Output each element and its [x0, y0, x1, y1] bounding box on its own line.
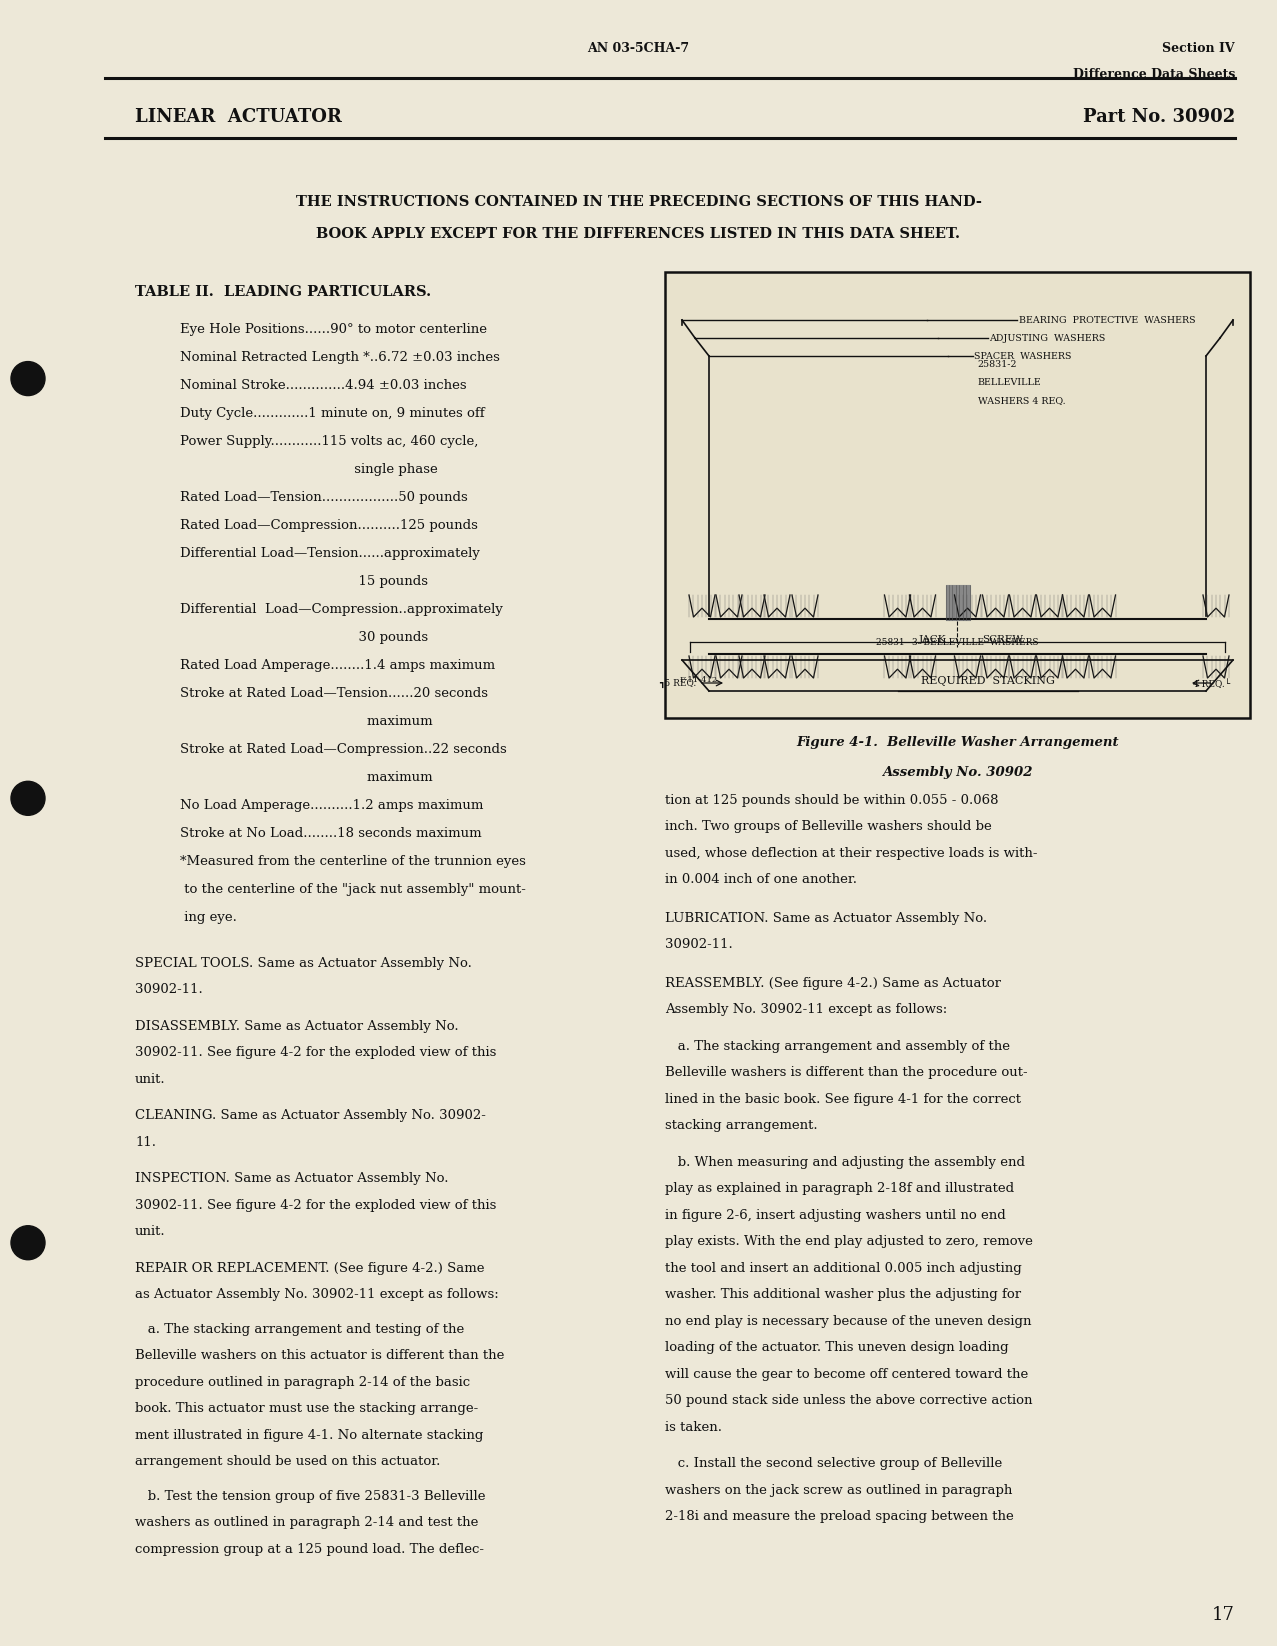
Text: ADJUSTING  WASHERS: ADJUSTING WASHERS	[990, 334, 1106, 342]
Text: 25831-2: 25831-2	[977, 360, 1016, 369]
Text: 4 REQ.└: 4 REQ.└	[1193, 680, 1230, 688]
Text: Part No. 30902: Part No. 30902	[1083, 109, 1235, 127]
Text: washers on the jack screw as outlined in paragraph: washers on the jack screw as outlined in…	[665, 1485, 1013, 1496]
Text: Rated Load—Tension..................50 pounds: Rated Load—Tension..................50 p…	[180, 491, 467, 504]
Text: LINEAR  ACTUATOR: LINEAR ACTUATOR	[135, 109, 342, 127]
Text: 30902-11.: 30902-11.	[135, 984, 203, 996]
Text: BOOK APPLY EXCEPT FOR THE DIFFERENCES LISTED IN THIS DATA SHEET.: BOOK APPLY EXCEPT FOR THE DIFFERENCES LI…	[317, 227, 960, 240]
Text: Power Supply............115 volts ac, 460 cycle,: Power Supply............115 volts ac, 46…	[180, 435, 479, 448]
Bar	[665, 272, 1250, 718]
Text: SPECIAL TOOLS. Same as Actuator Assembly No.: SPECIAL TOOLS. Same as Actuator Assembly…	[135, 956, 472, 969]
Text: 30902-11.: 30902-11.	[665, 938, 733, 951]
Text: to the centerline of the "jack nut assembly" mount-: to the centerline of the "jack nut assem…	[180, 882, 526, 895]
Text: stacking arrangement.: stacking arrangement.	[665, 1119, 817, 1132]
Text: a. The stacking arrangement and assembly of the: a. The stacking arrangement and assembly…	[665, 1040, 1010, 1053]
Text: Nominal Retracted Length *..6.72 ±0.03 inches: Nominal Retracted Length *..6.72 ±0.03 i…	[180, 351, 499, 364]
Text: JACK: JACK	[918, 635, 946, 644]
Text: 11.: 11.	[135, 1136, 156, 1149]
Text: No Load Amperage..........1.2 amps maximum: No Load Amperage..........1.2 amps maxim…	[180, 798, 484, 811]
Text: washer. This additional washer plus the adjusting for: washer. This additional washer plus the …	[665, 1289, 1022, 1302]
Text: Assembly No. 30902: Assembly No. 30902	[882, 765, 1033, 779]
Text: Difference Data Sheets: Difference Data Sheets	[1073, 67, 1235, 81]
Text: THE INSTRUCTIONS CONTAINED IN THE PRECEDING SECTIONS OF THIS HAND-: THE INSTRUCTIONS CONTAINED IN THE PRECED…	[295, 194, 982, 209]
Text: Nominal Stroke..............4.94 ±0.03 inches: Nominal Stroke..............4.94 ±0.03 i…	[180, 379, 466, 392]
Text: Stroke at Rated Load—Compression..22 seconds: Stroke at Rated Load—Compression..22 sec…	[180, 742, 507, 756]
Text: play exists. With the end play adjusted to zero, remove: play exists. With the end play adjusted …	[665, 1236, 1033, 1249]
Text: will cause the gear to become off centered toward the: will cause the gear to become off center…	[665, 1368, 1028, 1381]
Text: ment illustrated in figure 4-1. No alternate stacking: ment illustrated in figure 4-1. No alter…	[135, 1429, 484, 1442]
Text: 25831– 3  BELLEVILLE  WASHERS: 25831– 3 BELLEVILLE WASHERS	[876, 639, 1038, 647]
Text: tion at 125 pounds should be within 0.055 - 0.068: tion at 125 pounds should be within 0.05…	[665, 793, 999, 807]
Text: arrangement should be used on this actuator.: arrangement should be used on this actua…	[135, 1455, 441, 1468]
Text: is taken.: is taken.	[665, 1420, 722, 1434]
Text: play as explained in paragraph 2-18f and illustrated: play as explained in paragraph 2-18f and…	[665, 1182, 1014, 1195]
Circle shape	[11, 782, 45, 815]
Text: b. Test the tension group of five 25831-3 Belleville: b. Test the tension group of five 25831-…	[135, 1490, 485, 1503]
Text: 30 pounds: 30 pounds	[180, 630, 428, 644]
Text: maximum: maximum	[180, 714, 433, 728]
Text: F-11-412: F-11-412	[679, 677, 718, 685]
Text: TABLE II.  LEADING PARTICULARS.: TABLE II. LEADING PARTICULARS.	[135, 285, 432, 300]
Text: inch. Two groups of Belleville washers should be: inch. Two groups of Belleville washers s…	[665, 820, 992, 833]
Text: Assembly No. 30902-11 except as follows:: Assembly No. 30902-11 except as follows:	[665, 1004, 948, 1017]
Text: book. This actuator must use the stacking arrange-: book. This actuator must use the stackin…	[135, 1402, 479, 1416]
Text: ing eye.: ing eye.	[180, 910, 236, 923]
Text: WASHERS 4 REQ.: WASHERS 4 REQ.	[977, 397, 1065, 405]
Text: BELLEVILLE: BELLEVILLE	[977, 379, 1041, 387]
Text: SPACER  WASHERS: SPACER WASHERS	[974, 352, 1071, 360]
Text: LUBRICATION. Same as Actuator Assembly No.: LUBRICATION. Same as Actuator Assembly N…	[665, 912, 987, 925]
Text: 30902-11. See figure 4-2 for the exploded view of this: 30902-11. See figure 4-2 for the explode…	[135, 1047, 497, 1060]
Text: used, whose deflection at their respective loads is with-: used, whose deflection at their respecti…	[665, 848, 1037, 859]
Text: CLEANING. Same as Actuator Assembly No. 30902-: CLEANING. Same as Actuator Assembly No. …	[135, 1109, 485, 1123]
Text: Differential Load—Tension......approximately: Differential Load—Tension......approxima…	[180, 546, 480, 560]
Text: REASSEMBLY. (See figure 4-2.) Same as Actuator: REASSEMBLY. (See figure 4-2.) Same as Ac…	[665, 978, 1001, 989]
Text: 30902-11. See figure 4-2 for the exploded view of this: 30902-11. See figure 4-2 for the explode…	[135, 1198, 497, 1211]
Text: unit.: unit.	[135, 1073, 166, 1086]
Text: 15 pounds: 15 pounds	[180, 574, 428, 588]
Text: in 0.004 inch of one another.: in 0.004 inch of one another.	[665, 874, 857, 887]
Text: in figure 2-6, insert adjusting washers until no end: in figure 2-6, insert adjusting washers …	[665, 1210, 1006, 1221]
Text: INSPECTION. Same as Actuator Assembly No.: INSPECTION. Same as Actuator Assembly No…	[135, 1172, 448, 1185]
Text: maximum: maximum	[180, 770, 433, 783]
Text: REQUIRED  STACKING: REQUIRED STACKING	[921, 677, 1055, 686]
Circle shape	[11, 1226, 45, 1259]
Text: the tool and insert an additional 0.005 inch adjusting: the tool and insert an additional 0.005 …	[665, 1262, 1022, 1276]
Text: c. Install the second selective group of Belleville: c. Install the second selective group of…	[665, 1457, 1002, 1470]
Text: 2-18i and measure the preload spacing between the: 2-18i and measure the preload spacing be…	[665, 1511, 1014, 1524]
Text: Stroke at No Load........18 seconds maximum: Stroke at No Load........18 seconds maxi…	[180, 826, 481, 839]
Bar	[945, 584, 969, 621]
Text: Stroke at Rated Load—Tension......20 seconds: Stroke at Rated Load—Tension......20 sec…	[180, 686, 488, 700]
Text: Duty Cycle.............1 minute on, 9 minutes off: Duty Cycle.............1 minute on, 9 mi…	[180, 407, 485, 420]
Text: a. The stacking arrangement and testing of the: a. The stacking arrangement and testing …	[135, 1323, 465, 1337]
Text: b. When measuring and adjusting the assembly end: b. When measuring and adjusting the asse…	[665, 1155, 1025, 1169]
Text: Eye Hole Positions......90° to motor centerline: Eye Hole Positions......90° to motor cen…	[180, 323, 487, 336]
Text: ┓5 REQ.: ┓5 REQ.	[659, 680, 696, 688]
Text: Belleville washers is different than the procedure out-: Belleville washers is different than the…	[665, 1067, 1028, 1080]
Text: loading of the actuator. This uneven design loading: loading of the actuator. This uneven des…	[665, 1341, 1009, 1355]
Text: Rated Load—Compression..........125 pounds: Rated Load—Compression..........125 poun…	[180, 518, 478, 532]
Text: unit.: unit.	[135, 1226, 166, 1238]
Text: AN 03-5CHA-7: AN 03-5CHA-7	[587, 43, 690, 54]
Text: *Measured from the centerline of the trunnion eyes: *Measured from the centerline of the tru…	[180, 854, 526, 867]
Text: SCREW: SCREW	[982, 635, 1023, 644]
Text: as Actuator Assembly No. 30902-11 except as follows:: as Actuator Assembly No. 30902-11 except…	[135, 1289, 499, 1302]
Text: single phase: single phase	[180, 463, 438, 476]
Text: BEARING  PROTECTIVE  WASHERS: BEARING PROTECTIVE WASHERS	[1019, 316, 1197, 324]
Text: Belleville washers on this actuator is different than the: Belleville washers on this actuator is d…	[135, 1350, 504, 1363]
Text: procedure outlined in paragraph 2-14 of the basic: procedure outlined in paragraph 2-14 of …	[135, 1376, 470, 1389]
Text: Figure 4-1.  Belleville Washer Arrangement: Figure 4-1. Belleville Washer Arrangemen…	[796, 736, 1119, 749]
Text: washers as outlined in paragraph 2-14 and test the: washers as outlined in paragraph 2-14 an…	[135, 1516, 479, 1529]
Text: Differential  Load—Compression..approximately: Differential Load—Compression..approxima…	[180, 602, 503, 616]
Text: 50 pound stack side unless the above corrective action: 50 pound stack side unless the above cor…	[665, 1394, 1033, 1407]
Text: Section IV: Section IV	[1162, 43, 1235, 54]
Text: 17: 17	[1212, 1606, 1235, 1625]
Text: lined in the basic book. See figure 4-1 for the correct: lined in the basic book. See figure 4-1 …	[665, 1093, 1022, 1106]
Text: Rated Load Amperage........1.4 amps maximum: Rated Load Amperage........1.4 amps maxi…	[180, 658, 495, 672]
Circle shape	[11, 362, 45, 395]
Text: REPAIR OR REPLACEMENT. (See figure 4-2.) Same: REPAIR OR REPLACEMENT. (See figure 4-2.)…	[135, 1262, 484, 1276]
Text: no end play is necessary because of the uneven design: no end play is necessary because of the …	[665, 1315, 1032, 1328]
Text: DISASSEMBLY. Same as Actuator Assembly No.: DISASSEMBLY. Same as Actuator Assembly N…	[135, 1021, 458, 1034]
Text: compression group at a 125 pound load. The deflec-: compression group at a 125 pound load. T…	[135, 1542, 484, 1555]
